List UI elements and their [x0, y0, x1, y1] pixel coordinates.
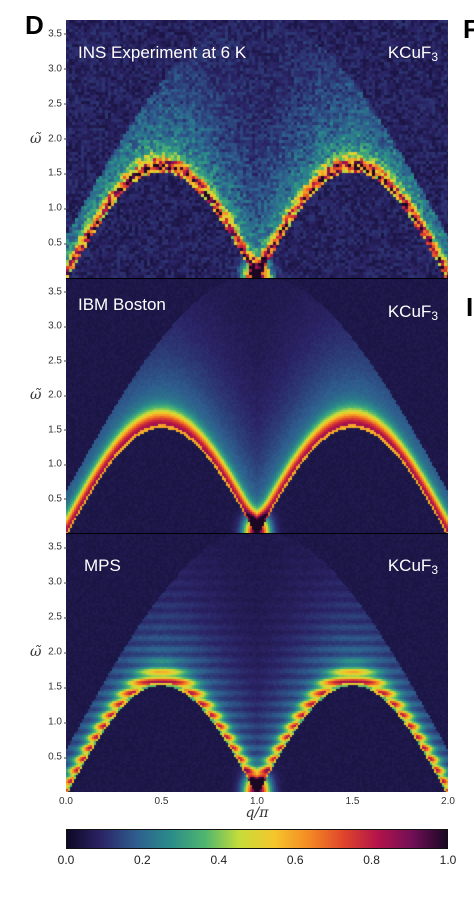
y-tick-label: 1.5 — [48, 681, 67, 693]
y-tick-label: 2.5 — [48, 98, 67, 110]
y-tick-label: 0.5 — [48, 237, 67, 249]
x-tick-label: 1.5 — [345, 796, 360, 807]
y-tick-label: 3.0 — [48, 576, 67, 588]
panel-divider — [66, 533, 448, 534]
panel-letter-i: I — [466, 292, 474, 322]
y-tick-label: 0.5 — [48, 751, 67, 763]
y-axis-label: ω̃ — [30, 644, 42, 660]
y-tick-label: 1.5 — [48, 167, 67, 179]
panel-letter-f: F — [463, 14, 474, 44]
y-axis-label: ω̃ — [30, 387, 42, 404]
y-tick-label: 3.5 — [48, 541, 67, 553]
x-tick-label: 0.0 — [59, 796, 73, 807]
y-tick-label: 3.5 — [48, 286, 67, 298]
y-tick-label: 2.5 — [48, 611, 67, 623]
colorbar-ticks: 0.0 0.2 0.4 0.6 0.8 1.0 — [58, 853, 457, 869]
y-tick-label: 3.5 — [48, 28, 67, 40]
y-tick-label: 1.0 — [48, 716, 67, 728]
x-axis-ticks: 0.0 0.5 1.0 1.5 2.0 — [59, 793, 455, 809]
y-tick-label: 2.5 — [48, 355, 67, 367]
y-tick-label: 2.0 — [48, 646, 67, 658]
panel-title: INS Experiment at 6 K — [78, 43, 247, 62]
colorbar-tick-label: 1.0 — [439, 853, 457, 867]
panel-letter-d: D — [25, 10, 44, 40]
y-tick-label: 2.0 — [48, 389, 67, 401]
y-tick-label: 0.5 — [48, 493, 67, 505]
y-tick-label: 1.5 — [48, 424, 67, 436]
colorbar-tick-label: 0.4 — [210, 853, 228, 867]
colorbar-tick-label: 0.6 — [286, 853, 304, 867]
x-axis-label: q/π — [245, 805, 269, 821]
y-axis-label: ω̃ — [30, 130, 42, 147]
x-tick-label: 1.0 — [250, 796, 264, 807]
colorbar-tick-label: 0.8 — [363, 853, 380, 867]
panel-title: IBM Boston — [78, 295, 166, 314]
mps-heatmap: MPS KCuF3 — [66, 533, 448, 792]
panel-divider — [66, 278, 448, 279]
colorbar-tick-label: 0.0 — [57, 853, 75, 867]
y-tick-label: 3.0 — [48, 63, 67, 75]
material-label: KCuF3 — [387, 556, 438, 577]
ibm-boston-heatmap: IBM Boston KCuF3 — [66, 278, 448, 533]
colorbar — [66, 829, 448, 849]
y-tick-label: 1.0 — [48, 202, 67, 214]
x-tick-label: 0.5 — [154, 796, 169, 807]
material-label: KCuF3 — [387, 302, 438, 323]
y-tick-label: 2.0 — [48, 133, 67, 145]
panel-title: MPS — [84, 556, 121, 575]
material-label: KCuF3 — [387, 43, 438, 64]
ins-experiment-heatmap: INS Experiment at 6 K KCuF3 — [66, 20, 448, 278]
x-tick-label: 2.0 — [441, 796, 455, 807]
y-tick-label: 3.0 — [48, 320, 67, 332]
y-tick-label: 1.0 — [48, 458, 67, 470]
colorbar-tick-label: 0.2 — [134, 853, 151, 867]
